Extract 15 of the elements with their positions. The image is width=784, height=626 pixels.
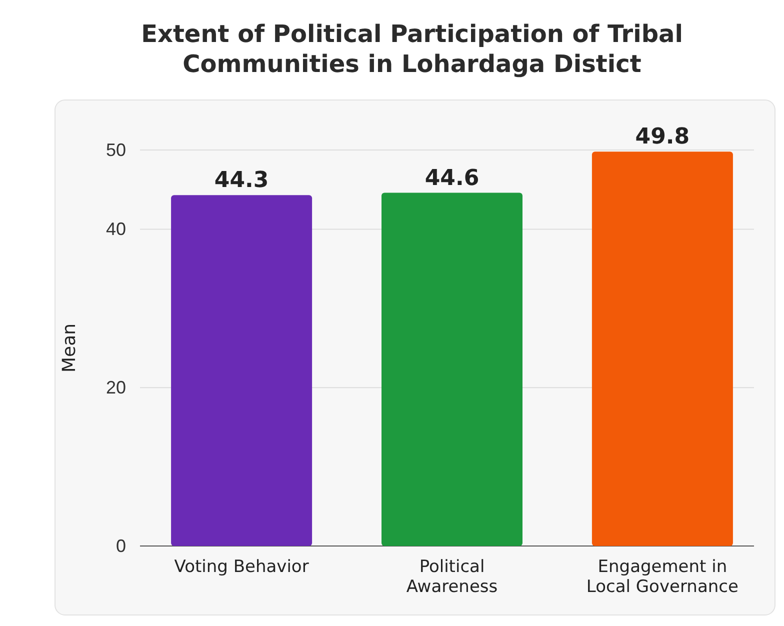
chart-title: Extent of Political Participation of Tribal Communities in Lohardaga Distict	[141, 20, 683, 78]
y-axis-title: Mean	[59, 323, 80, 373]
data-label: 49.8	[635, 124, 690, 150]
x-tick-label: Engagement in Local Governance	[586, 557, 738, 597]
y-tick-label: 40	[106, 218, 126, 239]
x-tick-label: Political Awareness	[406, 557, 498, 597]
bar	[171, 195, 312, 546]
y-tick-label: 50	[106, 140, 126, 160]
bar	[382, 192, 522, 546]
x-tick-label: Voting Behavior	[174, 557, 309, 577]
data-label: 44.6	[424, 166, 480, 191]
data-label: 44.3	[214, 168, 269, 194]
y-tick-label: 20	[106, 377, 126, 398]
y-tick-label: 0	[116, 536, 126, 556]
bar	[592, 152, 733, 546]
